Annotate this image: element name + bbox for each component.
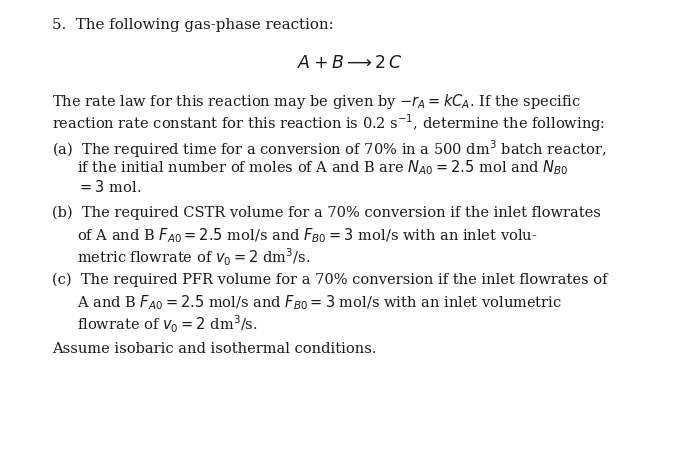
- Text: The rate law for this reaction may be given by $-r_A = kC_A$. If the specific: The rate law for this reaction may be gi…: [52, 92, 582, 111]
- Text: $= 3$ mol.: $= 3$ mol.: [77, 179, 141, 195]
- Text: 5.  The following gas-phase reaction:: 5. The following gas-phase reaction:: [52, 18, 334, 32]
- Text: reaction rate constant for this reaction is 0.2 s$^{-1}$, determine the followin: reaction rate constant for this reaction…: [52, 112, 606, 134]
- Text: flowrate of $v_0 = 2$ dm$^3$/s.: flowrate of $v_0 = 2$ dm$^3$/s.: [77, 313, 258, 335]
- Text: A and B $F_{A0} = 2.5$ mol/s and $F_{B0} = 3$ mol/s with an inlet volumetric: A and B $F_{A0} = 2.5$ mol/s and $F_{B0}…: [77, 293, 562, 312]
- Text: if the initial number of moles of A and B are $N_{A0} = 2.5$ mol and $N_{B0}$: if the initial number of moles of A and …: [77, 159, 568, 177]
- Text: (b)  The required CSTR volume for a 70% conversion if the inlet flowrates: (b) The required CSTR volume for a 70% c…: [52, 206, 601, 220]
- Text: Assume isobaric and isothermal conditions.: Assume isobaric and isothermal condition…: [52, 342, 377, 356]
- Text: metric flowrate of $v_0 = 2$ dm$^3$/s.: metric flowrate of $v_0 = 2$ dm$^3$/s.: [77, 246, 311, 267]
- Text: of A and B $F_{A0} = 2.5$ mol/s and $F_{B0} = 3$ mol/s with an inlet volu-: of A and B $F_{A0} = 2.5$ mol/s and $F_{…: [77, 226, 538, 245]
- Text: (a)  The required time for a conversion of 70% in a 500 dm$^3$ batch reactor,: (a) The required time for a conversion o…: [52, 138, 607, 160]
- Text: (c)  The required PFR volume for a 70% conversion if the inlet flowrates of: (c) The required PFR volume for a 70% co…: [52, 273, 608, 287]
- Text: $A + B \longrightarrow 2\,C$: $A + B \longrightarrow 2\,C$: [298, 55, 402, 72]
